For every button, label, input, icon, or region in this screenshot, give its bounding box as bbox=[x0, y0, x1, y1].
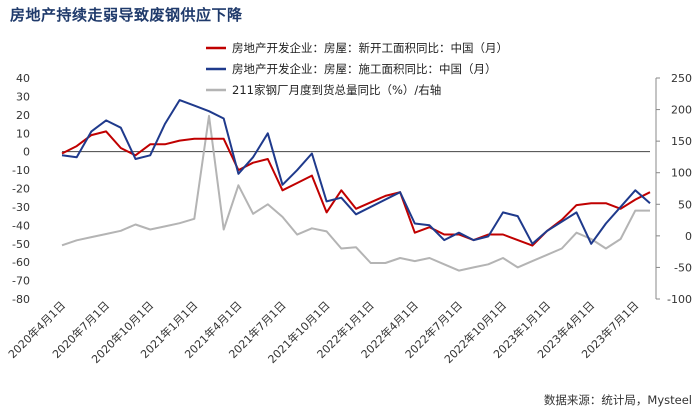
y-right-tick-label: -100 bbox=[667, 293, 692, 306]
y-right-tick-label: -50 bbox=[674, 261, 692, 274]
y-right-tick-label: 250 bbox=[671, 72, 692, 85]
y-right-tick-label: 50 bbox=[678, 198, 692, 211]
legend-label-2: 房地产开发企业：房屋：施工面积同比：中国（月） bbox=[232, 62, 497, 76]
y-left-tick-label: 20 bbox=[16, 109, 30, 122]
axes: 403020100-10-20-30-40-50-60-70-802502001… bbox=[5, 72, 692, 366]
y-left-tick-label: -70 bbox=[12, 275, 30, 288]
source-note: 数据来源：统计局，Mysteel bbox=[544, 393, 692, 407]
series-line-3 bbox=[61, 114, 650, 272]
y-left-tick-label: -50 bbox=[12, 238, 30, 251]
y-left-tick-label: -80 bbox=[12, 293, 30, 306]
y-right-tick-label: 0 bbox=[685, 230, 692, 243]
y-left-tick-label: 30 bbox=[16, 90, 30, 103]
y-right-tick-label: 150 bbox=[671, 135, 692, 148]
y-left-tick-label: 10 bbox=[16, 127, 30, 140]
series-lines bbox=[61, 99, 651, 272]
legend: 房地产开发企业：房屋：新开工面积同比：中国（月） 房地产开发企业：房屋：施工面积同… bbox=[206, 41, 508, 97]
legend-label-3: 211家钢厂月度到货总量同比（%）/右轴 bbox=[232, 83, 441, 97]
series-line-2 bbox=[61, 99, 651, 245]
y-left-tick-label: 40 bbox=[16, 72, 30, 85]
legend-label-1: 房地产开发企业：房屋：新开工面积同比：中国（月） bbox=[232, 41, 508, 55]
y-left-tick-label: -30 bbox=[12, 201, 30, 214]
y-left-tick-label: -10 bbox=[12, 164, 30, 177]
y-right-tick-label: 100 bbox=[671, 167, 692, 180]
y-left-tick-label: 0 bbox=[23, 146, 30, 159]
y-left-tick-label: -60 bbox=[12, 256, 30, 269]
y-left-tick-label: -20 bbox=[12, 183, 30, 196]
y-right-tick-label: 200 bbox=[671, 104, 692, 117]
chart-title: 房地产持续走弱导致废钢供应下降 bbox=[10, 6, 243, 24]
y-left-tick-label: -40 bbox=[12, 219, 30, 232]
